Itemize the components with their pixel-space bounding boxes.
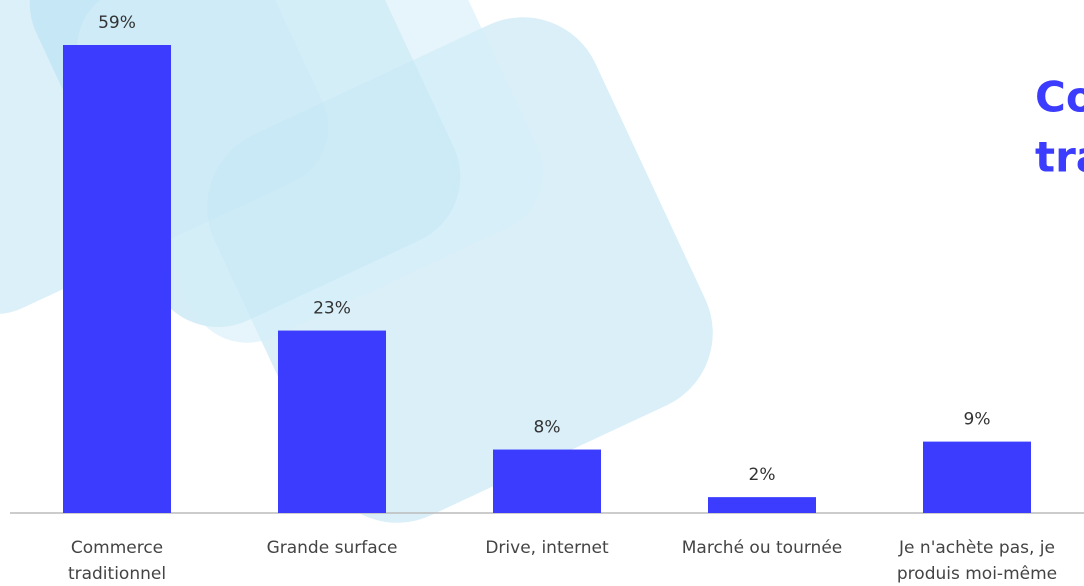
chart: Co tra 59% Commerce traditionnel 23% Grande su…: [0, 0, 1084, 586]
x-tick-label: Grande surface: [267, 538, 398, 558]
x-tick-label: Commerce: [71, 538, 163, 558]
value-label: 8%: [534, 418, 561, 438]
value-label: 2%: [749, 465, 776, 485]
bar: [923, 442, 1031, 513]
value-label: 23%: [313, 299, 351, 319]
value-label: 9%: [964, 410, 991, 430]
x-tick-label: Marché ou tournée: [682, 538, 843, 558]
x-tick-label: traditionnel: [68, 564, 166, 584]
bar: [493, 450, 601, 513]
value-label: 59%: [98, 13, 136, 33]
x-tick-label: Je n'achète pas, je: [898, 538, 1055, 558]
chart-title: Co: [1035, 73, 1084, 122]
bar: [278, 331, 386, 513]
x-tick-label: produis moi-même: [897, 564, 1057, 584]
x-tick-label: Drive, internet: [485, 538, 609, 558]
bar: [708, 497, 816, 513]
page: Co tra 59% Commerce traditionnel 23% Grande su…: [0, 0, 1084, 586]
chart-title: tra: [1035, 133, 1084, 182]
bar: [63, 45, 171, 513]
